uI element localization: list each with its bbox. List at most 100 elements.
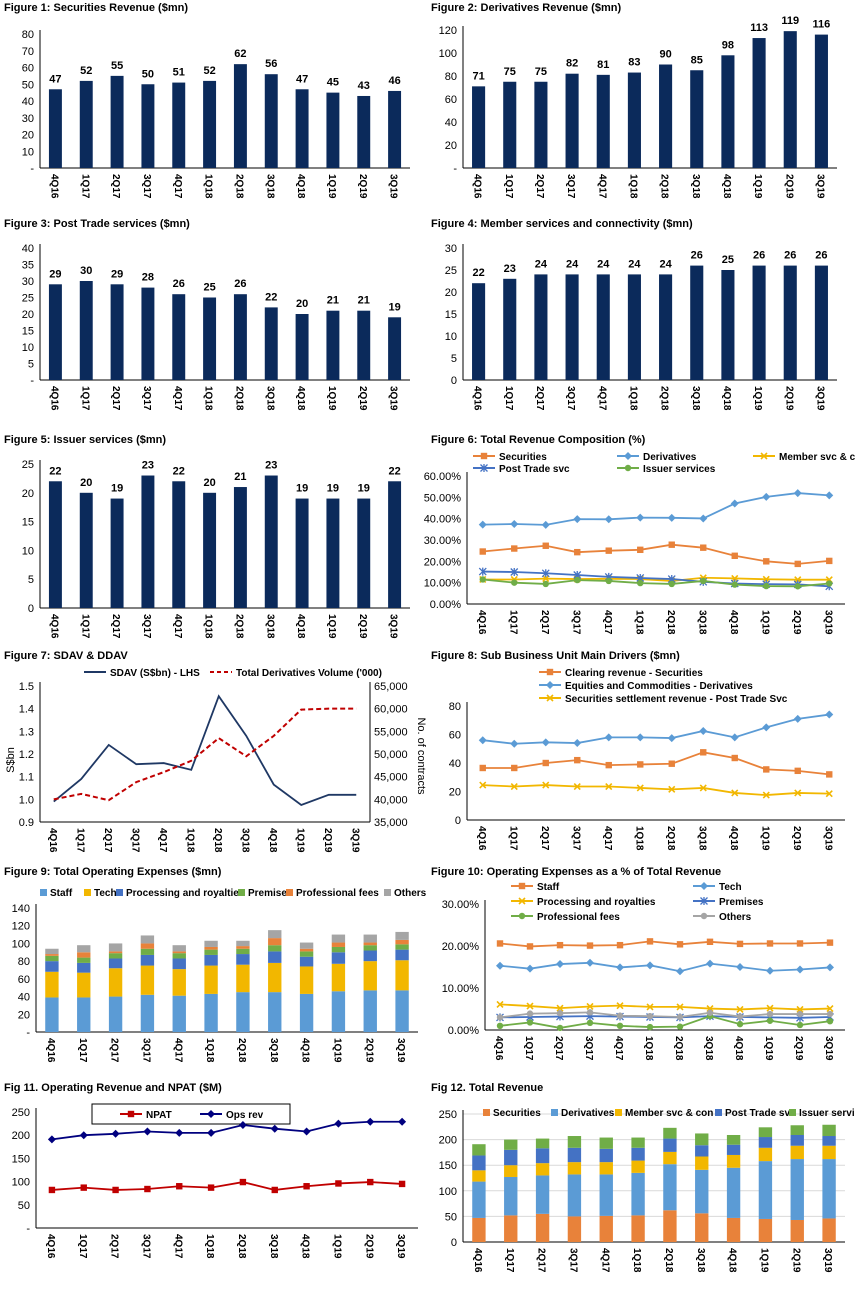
data-label: 62: [234, 48, 246, 60]
bar: [783, 31, 797, 169]
bar-segment: [77, 972, 91, 998]
data-point: [794, 560, 801, 568]
x-tick-label: 2Q17: [534, 174, 545, 199]
x-tick-label: 3Q17: [141, 386, 152, 411]
y-tick-label: 1.2: [19, 749, 34, 761]
legend-label: Member svc & con: [779, 452, 855, 463]
data-label: 24: [535, 258, 548, 270]
y-tick-label: 15: [445, 309, 457, 321]
bar-segment: [472, 1144, 486, 1156]
series-line: [482, 578, 830, 588]
data-label: 21: [327, 295, 339, 307]
x-tick-label: 3Q18: [696, 610, 707, 635]
x-tick-label: 4Q17: [157, 828, 168, 853]
data-point: [510, 739, 519, 748]
y-tick-label: 40: [22, 96, 34, 108]
x-tick-label: 1Q19: [752, 386, 763, 411]
data-point: [366, 1117, 375, 1126]
bar-segment: [140, 943, 155, 949]
legend-label: Tech: [94, 888, 117, 899]
x-tick-label: 3Q17: [141, 174, 152, 199]
x-tick-label: 4Q16: [45, 1038, 56, 1063]
data-point: [207, 1184, 215, 1191]
data-label: 26: [753, 250, 765, 262]
y-tick-label: 20: [22, 309, 34, 321]
data-point: [586, 942, 594, 949]
data-point: [736, 940, 744, 948]
y-tick-label: 10: [22, 545, 34, 557]
data-point: [496, 1014, 504, 1021]
data-point: [766, 1017, 774, 1024]
data-point: [556, 960, 564, 969]
x-tick-label: 4Q18: [300, 1234, 311, 1259]
data-point: [825, 491, 834, 500]
bar-segment: [663, 1164, 677, 1211]
bar: [690, 70, 704, 168]
bar-segment: [726, 1144, 741, 1155]
bar: [295, 498, 309, 608]
y-tick-label: 60: [18, 974, 30, 986]
bar-segment: [108, 943, 123, 952]
legend-label: Securities settlement revenue - Post Tra…: [565, 694, 788, 705]
x-tick-label: 2Q19: [783, 174, 794, 199]
bar-segment: [472, 1217, 486, 1242]
x-tick-label: 4Q18: [721, 386, 732, 411]
data-point: [793, 714, 802, 723]
data-point: [526, 1010, 534, 1017]
x-tick-label: 3Q19: [395, 1038, 406, 1063]
figure-5-title: Figure 5: Issuer services ($mn): [4, 434, 167, 446]
bar-segment: [140, 954, 155, 966]
y-tick-label: 50: [22, 79, 34, 91]
legend-swatch: [789, 1109, 796, 1116]
bar-segment: [299, 993, 314, 1032]
data-point: [574, 576, 581, 584]
bar-segment: [567, 1147, 582, 1163]
figure-7-title: Figure 7: SDAV & DDAV: [4, 650, 128, 662]
data-point: [760, 452, 768, 460]
x-tick-label: 3Q17: [570, 610, 581, 635]
x-tick-label: 4Q17: [172, 614, 183, 639]
bar: [503, 81, 517, 168]
bar: [110, 284, 124, 380]
bar: [596, 74, 610, 168]
data-label: 90: [659, 49, 671, 61]
bar-segment: [758, 1218, 773, 1242]
data-point: [796, 965, 804, 974]
data-point: [825, 790, 833, 798]
y-tick-label: 30: [22, 276, 34, 288]
legend-label: Securities: [493, 1108, 541, 1119]
data-label: 83: [628, 57, 640, 69]
figure-4-panel: Figure 4: Member services and connectivi…: [427, 216, 854, 432]
x-tick-label: 1Q18: [633, 610, 644, 635]
x-tick-label: 4Q18: [295, 174, 306, 199]
legend-label: Others: [719, 912, 752, 923]
data-label: 30: [80, 265, 92, 277]
data-label: 21: [234, 471, 246, 483]
data-label: 19: [111, 483, 123, 495]
bar-segment: [822, 1124, 836, 1137]
y-tick-label: 0: [451, 1237, 457, 1249]
bar: [295, 314, 309, 380]
data-point: [542, 575, 550, 583]
data-point: [605, 577, 612, 585]
data-point: [699, 514, 708, 523]
figure-4-title: Figure 4: Member services and connectivi…: [431, 218, 693, 230]
bar-segment: [472, 1170, 486, 1182]
y2-tick-label: 60,000: [374, 704, 408, 716]
data-point: [80, 1184, 87, 1191]
figure-3-title: Figure 3: Post Trade services ($mn): [4, 218, 190, 230]
x-tick-label: 4Q17: [613, 1036, 624, 1061]
data-point: [542, 542, 549, 549]
data-point: [616, 1022, 624, 1029]
data-point: [731, 789, 739, 797]
x-tick-label: 3Q17: [140, 1234, 151, 1259]
data-point: [676, 967, 684, 976]
bar-segment: [363, 950, 377, 962]
data-point: [479, 576, 486, 583]
x-tick-label: 1Q17: [523, 1036, 534, 1061]
x-tick-label: 2Q17: [110, 174, 121, 199]
data-point: [667, 734, 676, 743]
bar-segment: [822, 1145, 836, 1160]
bar-segment: [395, 939, 409, 945]
x-tick-label: 4Q18: [295, 614, 306, 639]
